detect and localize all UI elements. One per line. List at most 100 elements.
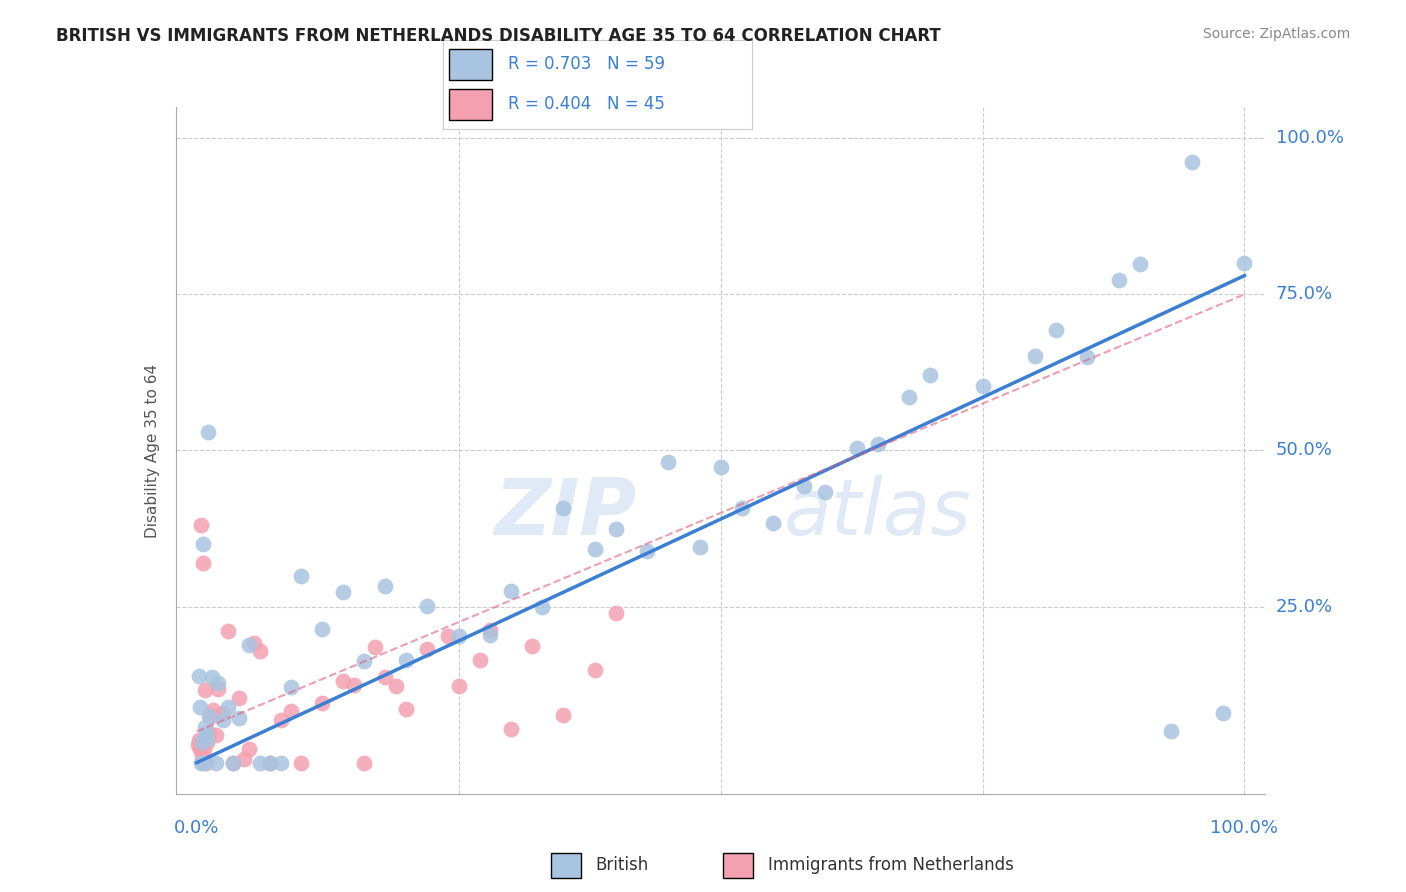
Point <box>374 670 396 684</box>
Point <box>416 642 439 657</box>
Point <box>197 425 219 439</box>
Point <box>1024 349 1046 363</box>
Point <box>207 682 229 697</box>
FancyBboxPatch shape <box>449 49 492 80</box>
Text: BRITISH VS IMMIGRANTS FROM NETHERLANDS DISABILITY AGE 35 TO 64 CORRELATION CHART: BRITISH VS IMMIGRANTS FROM NETHERLANDS D… <box>56 27 941 45</box>
Point <box>194 683 217 698</box>
Point <box>259 756 281 770</box>
Point <box>814 484 837 499</box>
Point <box>1045 323 1067 337</box>
Point <box>228 711 250 725</box>
Text: 0.0%: 0.0% <box>174 819 219 837</box>
Point <box>270 713 292 727</box>
Point <box>657 455 679 469</box>
Point <box>204 756 226 770</box>
Point <box>395 653 418 667</box>
Point <box>311 696 333 710</box>
Point <box>866 437 889 451</box>
Point <box>499 584 522 599</box>
Point <box>207 675 229 690</box>
Point <box>191 556 214 570</box>
Point <box>238 639 260 653</box>
Point <box>190 756 212 770</box>
Point <box>238 741 260 756</box>
Point <box>217 700 239 714</box>
Point <box>898 390 921 404</box>
Point <box>479 623 502 637</box>
Point <box>212 714 235 728</box>
Point <box>204 728 226 742</box>
Point <box>437 630 460 644</box>
Point <box>193 756 215 770</box>
Point <box>259 756 281 770</box>
Text: R = 0.404   N = 45: R = 0.404 N = 45 <box>508 95 665 113</box>
Point <box>217 624 239 639</box>
FancyBboxPatch shape <box>723 853 754 878</box>
Point <box>191 537 214 551</box>
Text: Source: ZipAtlas.com: Source: ZipAtlas.com <box>1202 27 1350 41</box>
Point <box>195 756 218 770</box>
Point <box>228 691 250 706</box>
Point <box>270 756 292 770</box>
Point <box>190 518 212 533</box>
Y-axis label: Disability Age 35 to 64: Disability Age 35 to 64 <box>145 363 160 538</box>
Point <box>198 726 221 740</box>
Point <box>243 636 266 650</box>
Point <box>290 756 312 770</box>
Point <box>468 653 491 667</box>
Text: ZIP: ZIP <box>495 475 637 551</box>
Point <box>187 732 209 747</box>
Point <box>793 479 815 493</box>
Point <box>1233 255 1256 269</box>
Point <box>195 727 218 741</box>
Point <box>290 569 312 583</box>
Point <box>920 368 942 382</box>
Point <box>212 706 235 721</box>
Point <box>249 756 271 770</box>
Point <box>195 731 218 746</box>
Point <box>188 699 211 714</box>
Point <box>605 522 627 536</box>
Text: 25.0%: 25.0% <box>1275 598 1333 615</box>
Point <box>1212 706 1234 720</box>
Text: 50.0%: 50.0% <box>1275 442 1333 459</box>
Text: R = 0.703   N = 59: R = 0.703 N = 59 <box>508 55 665 73</box>
Point <box>605 606 627 620</box>
Point <box>710 460 733 475</box>
Point <box>193 742 215 756</box>
FancyBboxPatch shape <box>449 89 492 120</box>
Point <box>311 623 333 637</box>
Point <box>222 756 245 770</box>
FancyBboxPatch shape <box>551 853 581 878</box>
Point <box>499 722 522 736</box>
Point <box>194 720 217 734</box>
Text: 75.0%: 75.0% <box>1275 285 1333 303</box>
Point <box>1160 724 1182 739</box>
Point <box>636 544 658 558</box>
Point <box>1129 256 1152 270</box>
Text: 100.0%: 100.0% <box>1275 129 1344 147</box>
Point <box>762 516 785 530</box>
Point <box>200 709 222 723</box>
Point <box>201 669 224 683</box>
Text: British: British <box>596 856 648 874</box>
Point <box>972 379 994 393</box>
Point <box>232 752 254 766</box>
Point <box>1108 273 1130 287</box>
Point <box>187 669 209 683</box>
Text: 100.0%: 100.0% <box>1211 819 1278 837</box>
Point <box>845 441 868 455</box>
Point <box>374 579 396 593</box>
Point <box>188 742 211 756</box>
Point <box>353 654 375 668</box>
Point <box>364 640 387 654</box>
Point <box>479 628 502 642</box>
Point <box>332 585 354 599</box>
Point <box>730 501 752 516</box>
Point <box>353 756 375 770</box>
Point <box>583 663 606 677</box>
Point <box>187 738 209 752</box>
Point <box>520 640 543 654</box>
Point <box>531 599 554 614</box>
Point <box>280 680 302 694</box>
